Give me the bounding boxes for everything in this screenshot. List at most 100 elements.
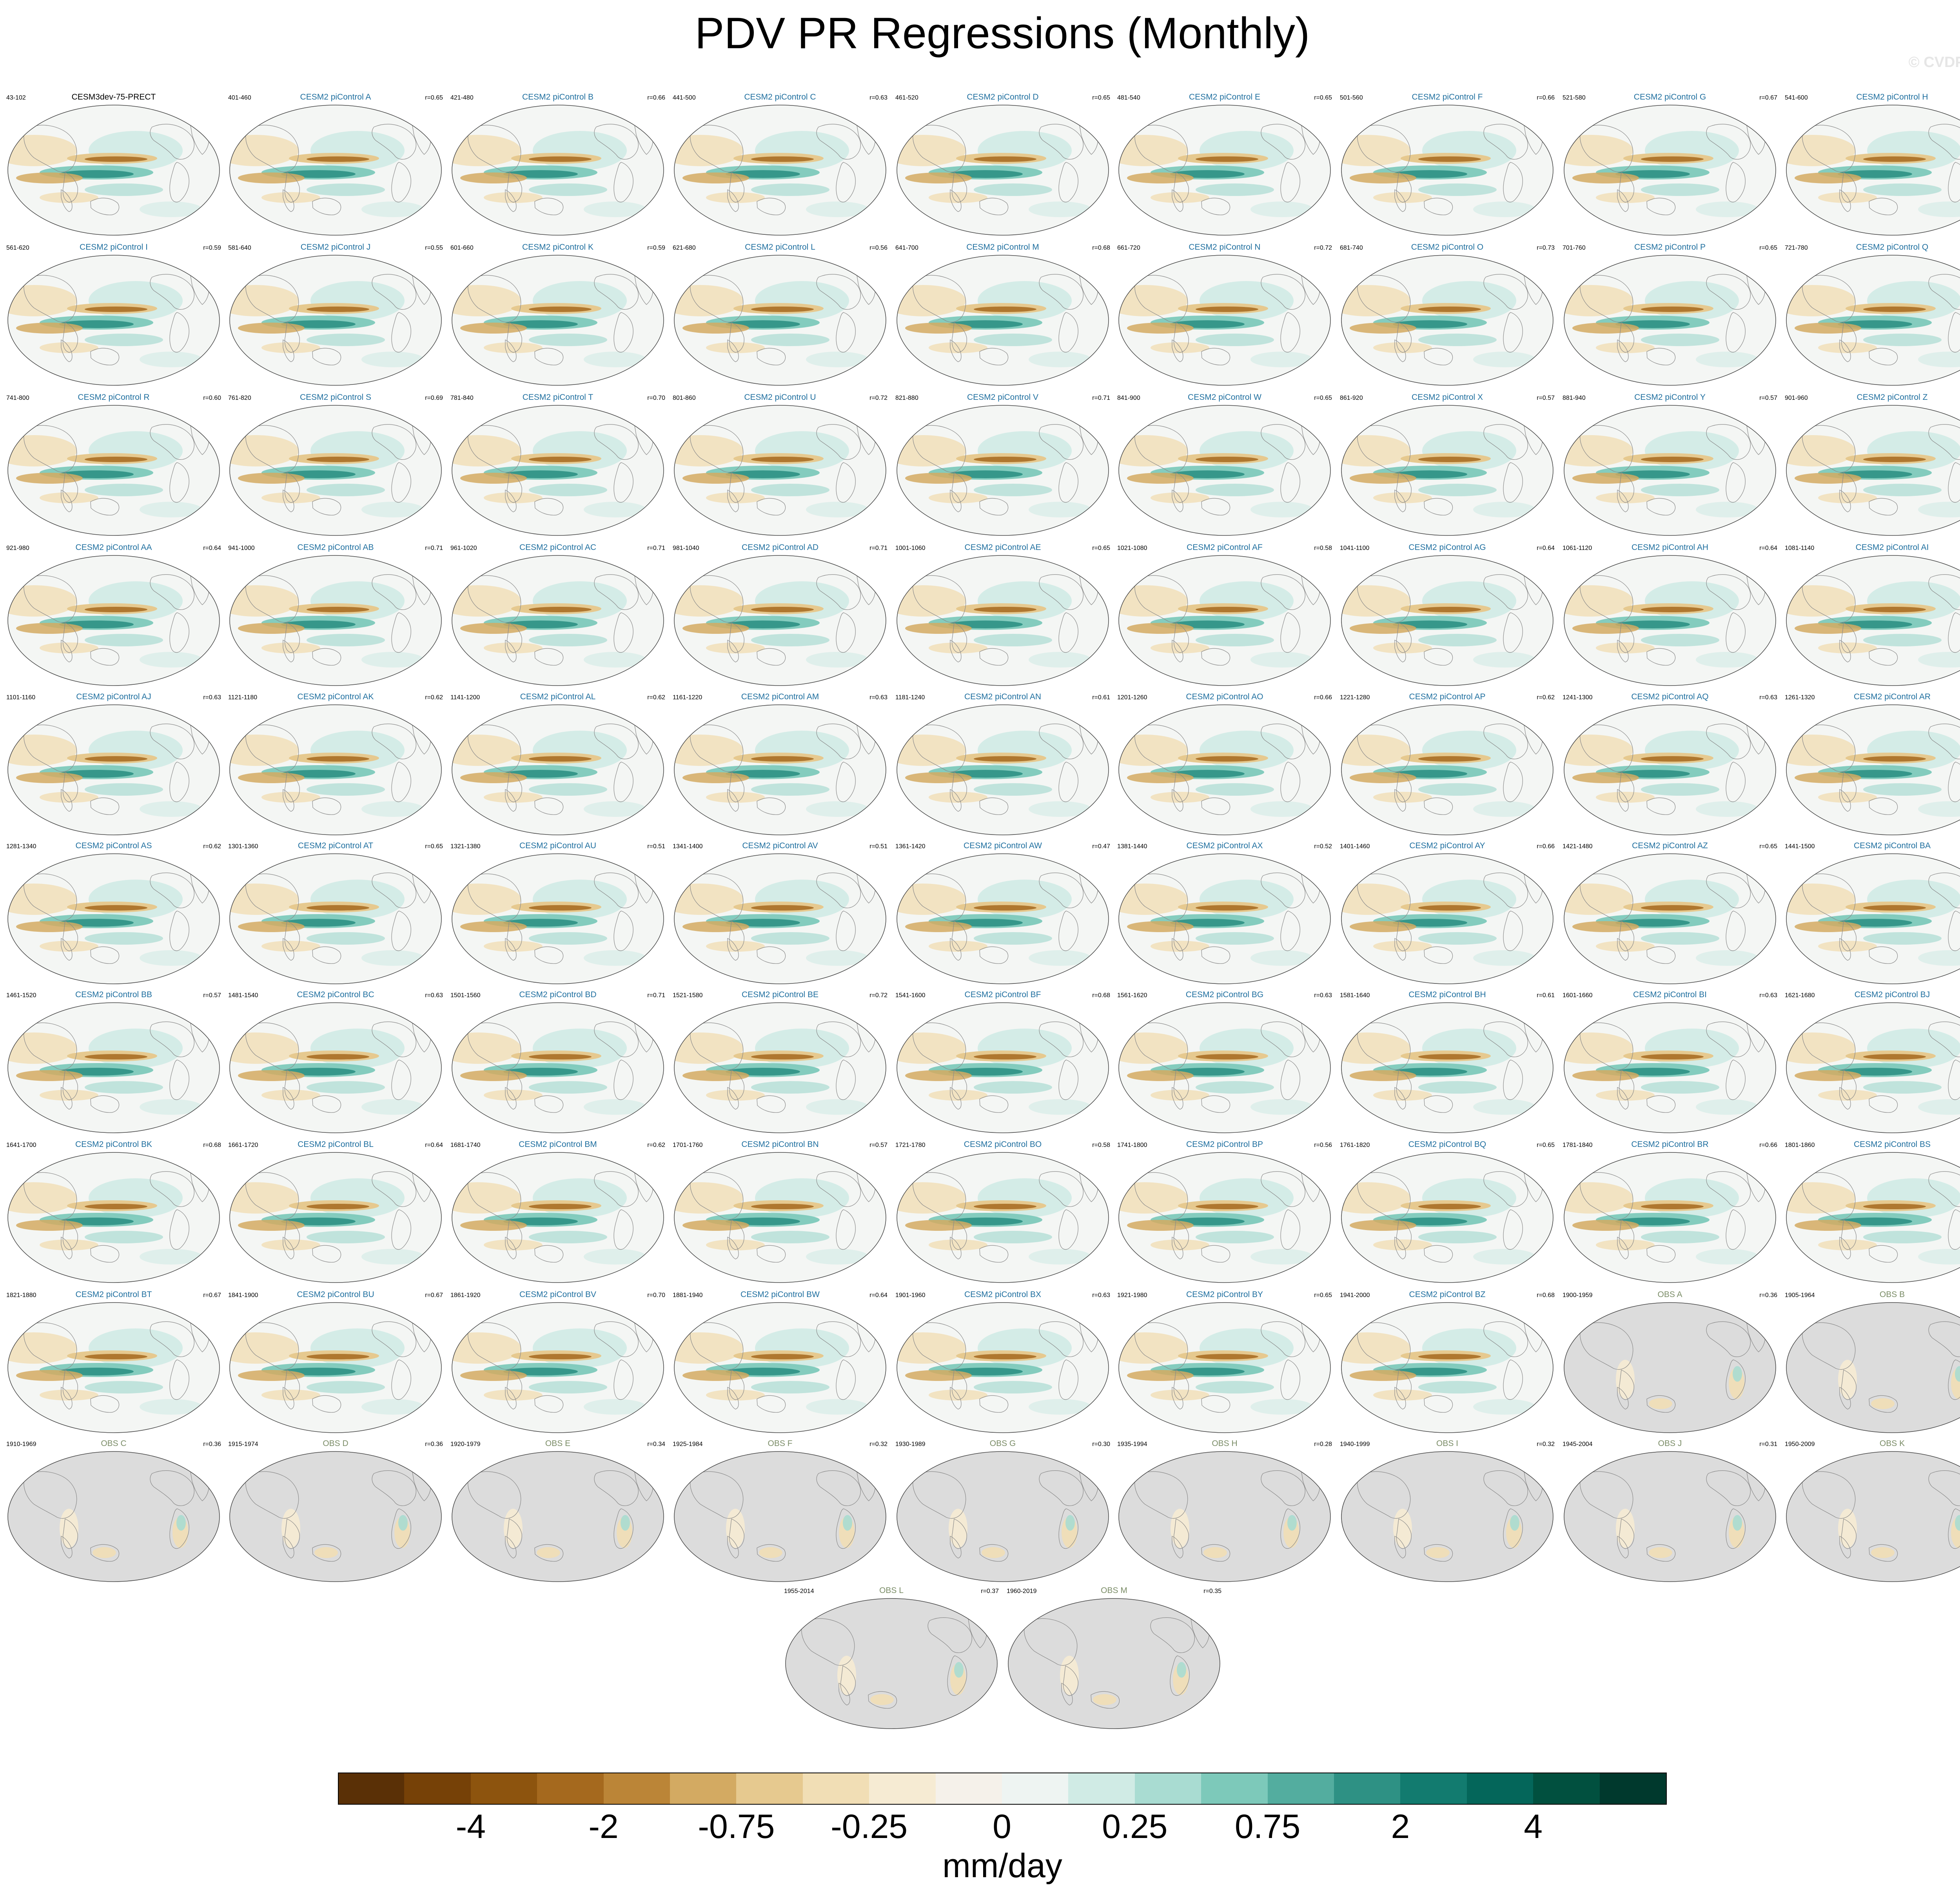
panel-years: 1181-1240 [895, 694, 925, 701]
globe-map [1786, 555, 1960, 686]
panel-title: CESM2 piControl L [745, 243, 815, 252]
panel-correlation: r=0.72 [869, 395, 887, 401]
panel-title: CESM2 piControl AU [519, 841, 597, 850]
panel-title: CESM2 piControl BB [75, 990, 152, 999]
map-panel: 741-800 CESM2 piControl R r=0.60 [4, 393, 223, 543]
globe-map [674, 555, 886, 686]
map-panel: 1581-1640 CESM2 piControl BH r=0.61 [1338, 990, 1557, 1141]
panel-correlation: r=0.57 [1537, 395, 1555, 401]
panel-title: CESM2 piControl BU [297, 1290, 374, 1299]
panel-correlation: r=0.32 [869, 1441, 887, 1448]
globe-map [452, 704, 664, 835]
map-panel: 1601-1660 CESM2 piControl BI r=0.63 [1560, 990, 1780, 1141]
panel-correlation: r=0.37 [981, 1588, 999, 1595]
globe-map [7, 1152, 220, 1283]
globe-map [674, 704, 886, 835]
map-panel: 801-860 CESM2 piControl U r=0.72 [670, 393, 890, 543]
map-panel: 1940-1999 OBS I r=0.32 [1338, 1439, 1557, 1589]
panel-correlation: r=0.36 [1759, 1292, 1777, 1299]
panel-years: 1915-1974 [228, 1441, 258, 1448]
panel-title: CESM2 piControl AY [1409, 841, 1485, 850]
panel-title: CESM2 piControl AC [519, 543, 597, 552]
panel-correlation: r=0.65 [425, 94, 443, 101]
panel-years: 921-980 [6, 545, 29, 552]
colorbar-segment [1201, 1773, 1268, 1804]
map-panel: 501-560 CESM2 piControl F r=0.66 [1338, 93, 1557, 243]
panel-years: 1421-1480 [1563, 843, 1593, 850]
map-panel: 941-1000 CESM2 piControl AB r=0.71 [226, 543, 445, 693]
panel-title: CESM2 piControl K [522, 243, 594, 252]
panel-years: 1921-1980 [1117, 1292, 1147, 1299]
colorbar-segment [1068, 1773, 1135, 1804]
panel-years: 821-880 [895, 395, 918, 401]
panel-correlation: r=0.63 [425, 992, 443, 999]
colorbar-segment [1599, 1773, 1666, 1804]
map-panel: 1901-1960 CESM2 piControl BX r=0.63 [893, 1290, 1112, 1441]
map-panel: 781-840 CESM2 piControl T r=0.70 [448, 393, 668, 543]
globe-map [897, 1451, 1109, 1582]
globe-map [7, 853, 220, 984]
panel-correlation: r=0.66 [1537, 843, 1555, 850]
globe-map [452, 853, 664, 984]
panel-years: 521-580 [1563, 94, 1586, 101]
globe-map [229, 1152, 442, 1283]
map-panel: 1341-1400 CESM2 piControl AV r=0.51 [670, 841, 890, 992]
panel-correlation: r=0.61 [1537, 992, 1555, 999]
globe-map [897, 555, 1109, 686]
colorbar-segment [1533, 1773, 1600, 1804]
panel-years: 1910-1969 [6, 1441, 36, 1448]
map-panel: 1241-1300 CESM2 piControl AQ r=0.63 [1560, 692, 1780, 843]
panel-title: CESM2 piControl BQ [1408, 1140, 1486, 1149]
globe-map [7, 555, 220, 686]
globe-map [1564, 1152, 1776, 1283]
globe-map [1564, 105, 1776, 236]
colorbar-segment [470, 1773, 538, 1804]
panel-years: 941-1000 [228, 545, 255, 552]
colorbar-segment [935, 1773, 1002, 1804]
map-panel: 1361-1420 CESM2 piControl AW r=0.47 [893, 841, 1112, 992]
panel-title: CESM2 piControl BM [519, 1140, 597, 1149]
map-panel: 1681-1740 CESM2 piControl BM r=0.62 [448, 1140, 668, 1290]
colorbar-segment [1334, 1773, 1401, 1804]
globe-map [1786, 105, 1960, 236]
map-panel: 1061-1120 CESM2 piControl AH r=0.64 [1560, 543, 1780, 693]
panel-years: 701-760 [1563, 245, 1586, 251]
panel-correlation: r=0.52 [1314, 843, 1332, 850]
map-panel: 1781-1840 CESM2 piControl BR r=0.66 [1560, 1140, 1780, 1290]
map-panel: 1881-1940 CESM2 piControl BW r=0.64 [670, 1290, 890, 1441]
panel-correlation: r=0.60 [203, 395, 221, 401]
map-panel: 1021-1080 CESM2 piControl AF r=0.58 [1115, 543, 1334, 693]
map-panel: 1121-1180 CESM2 piControl AK r=0.62 [226, 692, 445, 843]
map-panel: 43-102 CESM3dev-75-PRECT [4, 93, 223, 243]
panel-title: CESM2 piControl W [1188, 393, 1261, 402]
panel-years: 1950-2009 [1785, 1441, 1815, 1448]
map-panel: 1821-1880 CESM2 piControl BT r=0.67 [4, 1290, 223, 1441]
panel-correlation: r=0.36 [203, 1441, 221, 1448]
globe-map [1341, 105, 1553, 236]
map-panel: 561-620 CESM2 piControl I r=0.59 [4, 243, 223, 393]
colorbar-segment [603, 1773, 670, 1804]
panel-title: CESM2 piControl AD [741, 543, 819, 552]
panel-title: CESM2 piControl BY [1186, 1290, 1263, 1299]
panel-years: 1401-1460 [1340, 843, 1370, 850]
map-panel: 1301-1360 CESM2 piControl AT r=0.65 [226, 841, 445, 992]
panel-title: CESM2 piControl AL [520, 692, 596, 701]
globe-map [1786, 1002, 1960, 1133]
map-panel: 1541-1600 CESM2 piControl BF r=0.68 [893, 990, 1112, 1141]
panel-correlation: r=0.68 [1092, 992, 1110, 999]
panel-correlation: r=0.63 [203, 694, 221, 701]
globe-map [897, 405, 1109, 536]
map-panel: 1841-1900 CESM2 piControl BU r=0.67 [226, 1290, 445, 1441]
panel-years: 1301-1360 [228, 843, 258, 850]
globe-map [674, 405, 886, 536]
globe-map [1341, 1451, 1553, 1582]
panel-correlation: r=0.63 [1314, 992, 1332, 999]
panel-years: 761-820 [228, 395, 251, 401]
globe-map [1786, 853, 1960, 984]
panel-years: 1241-1300 [1563, 694, 1593, 701]
colorbar-unit: mm/day [942, 1847, 1062, 1885]
globe-map [229, 1002, 442, 1133]
panel-years: 1021-1080 [1117, 545, 1147, 552]
colorbar-segment [537, 1773, 604, 1804]
colorbar-tick-label: -0.25 [831, 1808, 908, 1845]
